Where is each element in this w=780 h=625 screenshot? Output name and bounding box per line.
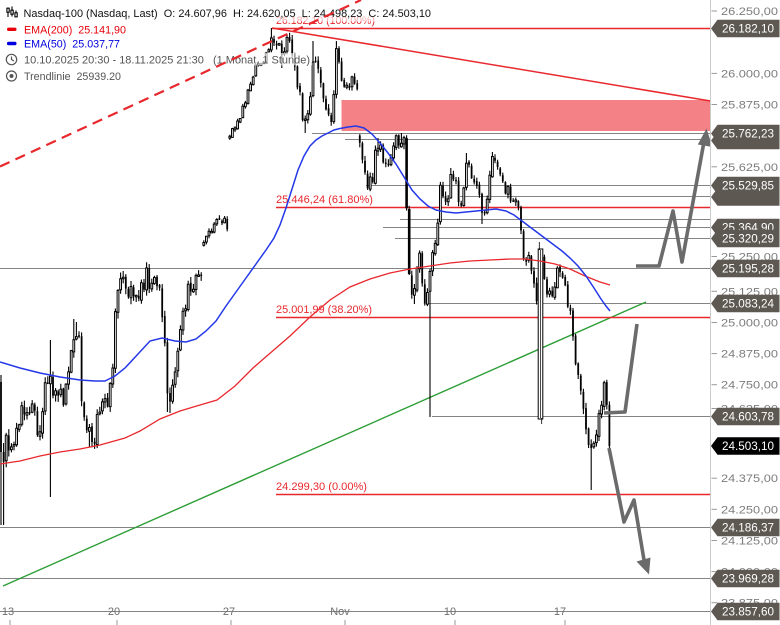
svg-text:25.320,29: 25.320,29 xyxy=(722,234,774,246)
svg-text:23.969,28: 23.969,28 xyxy=(722,574,774,586)
svg-text:24.186,37: 24.186,37 xyxy=(722,523,774,535)
svg-text:20: 20 xyxy=(108,606,120,618)
svg-text:17: 17 xyxy=(554,606,566,618)
svg-text:25.625,00: 25.625,00 xyxy=(721,162,778,174)
svg-text:24.299,30 (0.00%): 24.299,30 (0.00%) xyxy=(276,481,367,493)
svg-text:26.000,00: 26.000,00 xyxy=(721,68,778,80)
svg-text:24.125,00: 24.125,00 xyxy=(721,536,778,548)
svg-text:10: 10 xyxy=(444,606,456,618)
svg-text:13: 13 xyxy=(2,606,14,618)
svg-text:25.762,23: 25.762,23 xyxy=(722,129,774,141)
svg-text:Trendlinie 25939.20: Trendlinie 25939.20 xyxy=(24,71,121,83)
svg-text:24.750,00: 24.750,00 xyxy=(721,380,778,392)
svg-text:Nasdaq-100 (Nasdaq, Last) O:: Nasdaq-100 (Nasdaq, Last) O: 24.607,96 H… xyxy=(24,8,432,20)
svg-text:24.250,00: 24.250,00 xyxy=(721,504,778,516)
svg-text:Nov: Nov xyxy=(330,606,350,618)
svg-text:24.875,00: 24.875,00 xyxy=(721,349,778,361)
svg-text:25.529,85: 25.529,85 xyxy=(722,181,774,193)
svg-text:26.182,10: 26.182,10 xyxy=(722,24,774,36)
svg-text:25.001,99 (38.20%): 25.001,99 (38.20%) xyxy=(276,304,372,316)
svg-text:24.503,10: 24.503,10 xyxy=(722,441,774,453)
svg-text:27: 27 xyxy=(223,606,235,618)
svg-text:26.250,00: 26.250,00 xyxy=(721,6,778,18)
svg-text:23.857,60: 23.857,60 xyxy=(722,607,774,619)
svg-text:EMA(50) 25.037,77: EMA(50) 25.037,77 xyxy=(24,39,120,51)
svg-text:25.195,28: 25.195,28 xyxy=(722,264,774,276)
svg-text:25.000,00: 25.000,00 xyxy=(721,318,778,330)
svg-text:25.083,24: 25.083,24 xyxy=(722,299,775,311)
svg-text:25.875,00: 25.875,00 xyxy=(721,100,778,112)
svg-text:EMA(200) 25.141,90: EMA(200) 25.141,90 xyxy=(24,25,126,37)
svg-text:24.603,78: 24.603,78 xyxy=(722,412,774,424)
svg-text:25.446,24 (61.80%): 25.446,24 (61.80%) xyxy=(276,194,373,206)
svg-text:24.375,00: 24.375,00 xyxy=(721,473,778,485)
svg-text:10.10.2025 20:30 - 18.11.2025: 10.10.2025 20:30 - 18.11.2025 21:30 (1 M… xyxy=(24,55,310,67)
